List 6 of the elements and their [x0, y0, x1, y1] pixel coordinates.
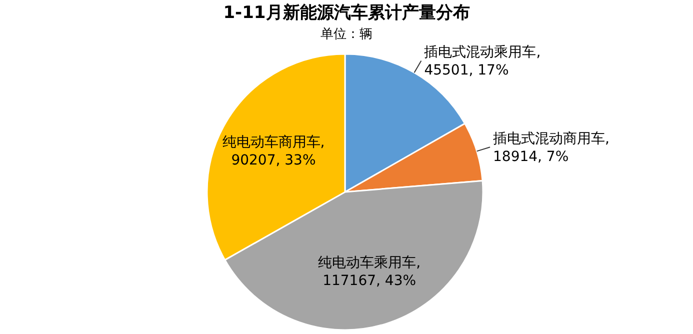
chart-subtitle: 单位：辆 [320, 27, 372, 42]
slice-label: 纯电动车商用车, 90207, 33% [222, 134, 325, 168]
slice-label: 插电式混动乘用车, 45501, 17% [424, 44, 541, 79]
slice-label: 插电式混动商用车, 18914, 7% [493, 131, 610, 166]
slice-label: 纯电动车乘用车, 117167, 43% [318, 255, 421, 290]
chart-title: 1-11月新能源汽车累计产量分布 [223, 3, 470, 23]
